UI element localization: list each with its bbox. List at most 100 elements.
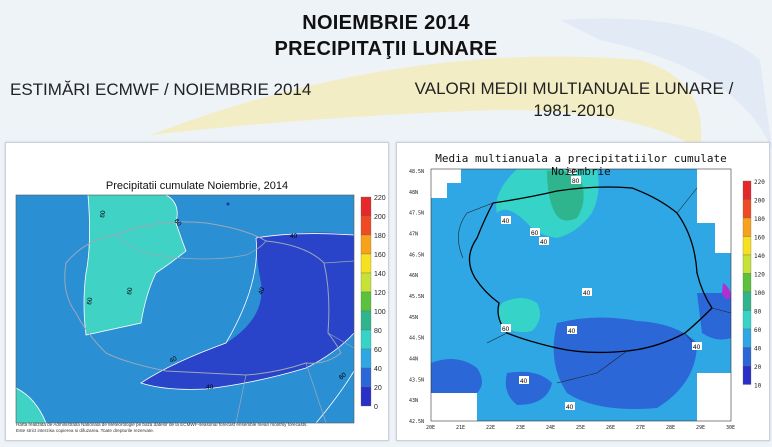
colorbar-tick-label: 0: [374, 404, 378, 411]
colorbar-tick-label: 80: [374, 328, 382, 335]
credit-line: Harta realizata de Administratia Nationa…: [16, 422, 308, 427]
multiannual-map: 48.5N 48N 47.5N 47N 46.5N 46N 45.5N 45N 44.5N 44N…: [409, 166, 765, 431]
colorbar-segment: [742, 254, 752, 274]
latitude-label: 45N: [409, 315, 418, 321]
colorbar: 220 200 180 160 140 120 100 80 60 40 20 10: [742, 179, 765, 390]
region-40-south: [553, 317, 697, 409]
region-40-east: [697, 293, 731, 340]
nodata-region: [697, 373, 731, 421]
colorbar-segment: [742, 236, 752, 256]
plot-frame: [15, 194, 355, 424]
colorbar-tick-label: 20: [754, 364, 762, 371]
plot-frame: [430, 168, 732, 422]
colorbar-tick-label: 120: [374, 290, 386, 297]
ecmwf-map-panel: 60 60 60 60 40 40 40 40 60 220 200 180 160 1…: [5, 142, 389, 441]
colorbar-segment: [742, 310, 752, 330]
colorbar-tick-label: 60: [374, 347, 382, 354]
latitude-label: 44.5N: [409, 336, 424, 342]
latitude-label: 47.5N: [409, 211, 424, 217]
colorbar-tick-label: 40: [754, 346, 762, 353]
colorbar-tick-label: 180: [754, 216, 765, 223]
longitude-label: 26E: [606, 425, 615, 431]
right-panel-heading: VALORI MEDII MULTIANUALE LUNARE / 1981-2…: [414, 79, 734, 120]
contour-60-right: [315, 370, 355, 424]
colorbar-tick-label: 10: [754, 383, 762, 390]
latitude-label: 47N: [409, 232, 418, 238]
contour-label: 40: [257, 286, 266, 296]
neighbor-borders: [458, 187, 732, 384]
contour-40: [140, 233, 355, 390]
colorbar-tick-label: 80: [754, 309, 762, 316]
contour-label: 80: [572, 178, 580, 185]
contour-label: 60: [338, 371, 348, 381]
colorbar-segment: [360, 367, 372, 388]
colorbar-segment: [742, 180, 752, 200]
colorbar-tick-label: 220: [754, 179, 765, 186]
latitude-label: 46N: [409, 273, 418, 279]
contour-label: 60: [531, 230, 539, 237]
page-title: NOIEMBRIE 2014: [302, 12, 470, 34]
colorbar-tick-label: 60: [754, 327, 762, 334]
marker-dot: [226, 202, 230, 206]
longitude-label: 25E: [576, 425, 585, 431]
colorbar-segment: [360, 234, 372, 255]
dark-blue-region: [141, 232, 354, 390]
colorbar-segment: [360, 196, 372, 217]
contour-label: 40: [169, 355, 179, 365]
ecmwf-map-title: Precipitatii cumulate Noiembrie, 2014: [105, 180, 289, 192]
longitude-label: 29E: [696, 425, 705, 431]
contour-60-corner: [15, 387, 47, 424]
colorbar-tick-label: 120: [754, 272, 765, 279]
contour-label: 40: [540, 239, 548, 246]
contour-label: 40: [568, 328, 576, 335]
colorbar-tick-label: 100: [374, 309, 386, 316]
latitude-label: 48.5N: [409, 169, 424, 175]
colorbar-tick-label: 40: [374, 366, 382, 373]
colorbar-segment: [742, 365, 752, 385]
colorbar-segment: [360, 310, 372, 331]
nodata-region: [697, 169, 731, 253]
colorbar-segment: [360, 348, 372, 369]
cyan-region: [84, 195, 186, 335]
colorbar-tick-label: 140: [754, 253, 765, 260]
colorbar-tick-label: 200: [374, 214, 386, 221]
region-40: [431, 359, 482, 393]
multiannual-map-panel: 48.5N 48N 47.5N 47N 46.5N 46N 45.5N 45N 44.5N 44N…: [396, 142, 770, 441]
colorbar-segment: [742, 217, 752, 237]
region-40-sw: [505, 371, 552, 405]
colorbar-tick-label: 200: [754, 198, 765, 205]
colorbar-tick-label: 220: [374, 195, 386, 202]
latitude-label: 43.5N: [409, 377, 424, 383]
colorbar-segment: [360, 253, 372, 274]
longitude-label: 23E: [516, 425, 525, 431]
nodata-region: [431, 393, 477, 421]
credit-line: Este strict interzisa copierea si difuza…: [16, 428, 155, 433]
longitude-label: 28E: [666, 425, 675, 431]
colorbar-tick-label: 140: [374, 271, 386, 278]
latitude-labels: 48.5N 48N 47.5N 47N 46.5N 46N 45.5N 45N 44.5N 44N…: [409, 169, 424, 425]
multiannual-map-title: Media multianuala a precipitatiilor cumu…: [435, 152, 727, 178]
latitude-label: 43N: [409, 398, 418, 404]
colorbar-segment: [742, 347, 752, 367]
page-subtitle: PRECIPITAŢII LUNARE: [274, 38, 498, 60]
colorbar-tick-label: 160: [754, 235, 765, 242]
light-region-60-south: [498, 298, 541, 333]
contour-label: 40: [566, 404, 574, 411]
latitude-label: 48N: [409, 190, 418, 196]
longitude-label: 22E: [486, 425, 495, 431]
romania-border: [64, 221, 342, 376]
colorbar-segment: [360, 291, 372, 312]
neighbor-borders: [235, 260, 355, 424]
colorbar-tick-label: 20: [374, 385, 382, 392]
latitude-label: 46.5N: [409, 252, 424, 258]
contour-label: 60: [126, 287, 134, 296]
longitude-labels: 20E 21E 22E 23E 24E 25E 26E 27E 28E 29E 30E: [426, 425, 735, 431]
longitude-label: 20E: [426, 425, 435, 431]
colorbar-segment: [742, 291, 752, 311]
contour-60: [83, 194, 187, 336]
latitude-label: 42.5N: [409, 419, 424, 425]
latitude-label: 44N: [409, 357, 418, 363]
colorbar-segment: [742, 328, 752, 348]
longitude-label: 21E: [456, 425, 465, 431]
